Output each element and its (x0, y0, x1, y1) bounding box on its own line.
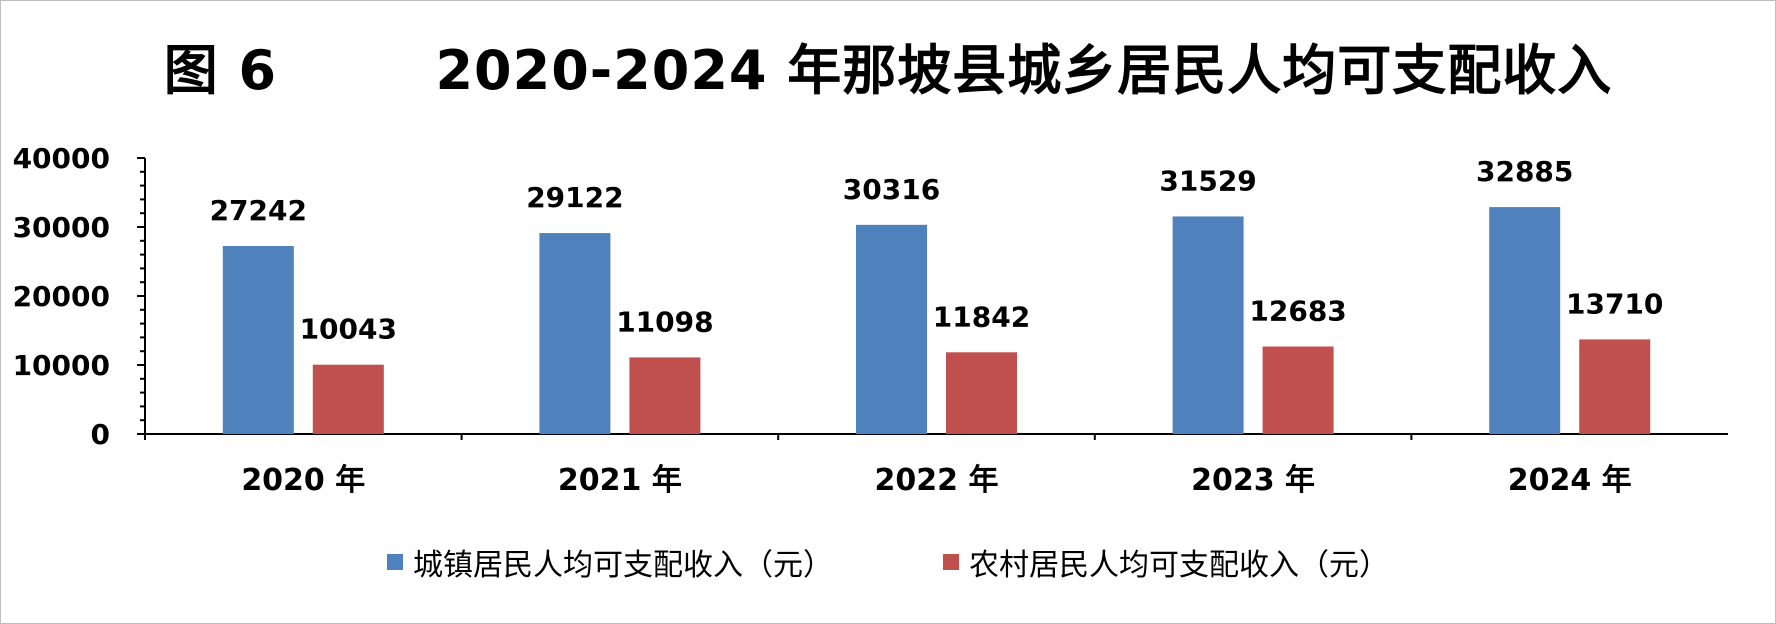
bar-rural (629, 357, 701, 434)
bar-rural (1262, 346, 1334, 434)
x-tick-label: 2020 年 (241, 463, 365, 498)
y-tick-label: 0 (91, 418, 110, 451)
bar-urban (856, 224, 927, 434)
y-tick-label: 30000 (13, 211, 110, 244)
data-label-rural: 10043 (300, 313, 397, 346)
legend-label-rural: 农村居民人均可支配收入（元） (969, 548, 1389, 583)
data-label-rural: 11098 (616, 305, 713, 338)
y-tick-label: 20000 (13, 280, 110, 313)
bar-rural (946, 352, 1017, 434)
x-tick-label: 2023 年 (1191, 463, 1315, 498)
bar-urban (1489, 207, 1561, 434)
y-tick-label: 10000 (13, 349, 110, 382)
data-label-urban: 30316 (843, 173, 940, 206)
data-label-urban: 29122 (526, 181, 623, 214)
legend-swatch-rural (943, 554, 959, 570)
data-label-rural: 13710 (1566, 287, 1663, 320)
legend-swatch-urban (387, 554, 403, 570)
y-tick-label: 40000 (13, 142, 110, 175)
x-tick-label: 2022 年 (875, 463, 999, 498)
legend-item-rural: 农村居民人均可支配收入（元） (943, 540, 1389, 584)
bar-rural (312, 364, 384, 434)
data-label-urban: 32885 (1476, 155, 1573, 188)
bar-urban (222, 246, 294, 434)
legend-label-urban: 城镇居民人均可支配收入（元） (413, 548, 833, 583)
data-label-rural: 12683 (1249, 294, 1346, 327)
bar-urban (539, 233, 611, 434)
data-label-urban: 31529 (1159, 164, 1256, 197)
data-label-rural: 11842 (933, 300, 1030, 333)
legend-item-urban: 城镇居民人均可支配收入（元） (387, 540, 833, 584)
x-tick-label: 2021 年 (558, 463, 682, 498)
bar-rural (1579, 339, 1651, 434)
bar-urban (1172, 216, 1244, 434)
chart-title: 图 6 2020-2024 年那坡县城乡居民人均可支配收入 (163, 39, 1613, 102)
chart-legend: 城镇居民人均可支配收入（元） 农村居民人均可支配收入（元） (0, 540, 1776, 584)
x-tick-label: 2024 年 (1508, 463, 1632, 498)
data-label-urban: 27242 (210, 194, 307, 227)
